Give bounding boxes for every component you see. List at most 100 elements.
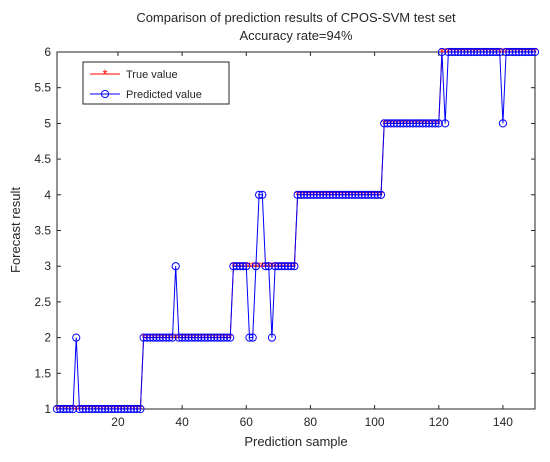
- predicted-value-point: [434, 119, 443, 128]
- predicted-value-point: [56, 404, 65, 414]
- x-axis-ticks: 20 40 60 80 100 120 140: [111, 52, 513, 429]
- legend-label-true-value: True value: [126, 69, 178, 81]
- predicted-value-point: [235, 262, 244, 271]
- predicted-value-point: [136, 404, 145, 414]
- legend-marker-predicted-value: [100, 89, 110, 99]
- predicted-value-point: [206, 333, 216, 342]
- predicted-value-point: [165, 333, 174, 342]
- predicted-value-point: [251, 262, 260, 271]
- predicted-value-point: [91, 404, 100, 414]
- predicted-value-point: [155, 333, 164, 342]
- predicted-value-point: [168, 333, 177, 342]
- predicted-value-point: [171, 262, 180, 271]
- predicted-value-point: [335, 190, 344, 199]
- predicted-value-point: [120, 404, 129, 414]
- predicted-value-point: [437, 47, 447, 57]
- y-tick-label: 1.5: [34, 366, 51, 380]
- predicted-value-point: [408, 119, 418, 128]
- y-tick-label: 6: [44, 45, 51, 59]
- predicted-value-point: [104, 404, 113, 414]
- legend-marker-true-value: *: [102, 67, 107, 82]
- predicted-value-point: [213, 333, 222, 342]
- predicted-value-point: [392, 119, 402, 128]
- predicted-value-point: [457, 47, 466, 57]
- predicted-value-point: [341, 190, 350, 199]
- predicted-value-point: [261, 262, 270, 271]
- predicted-value-point: [126, 404, 135, 414]
- predicted-value-point: [405, 119, 414, 128]
- predicted-value-point: [505, 47, 514, 57]
- predicted-value-point: [101, 404, 110, 414]
- predicted-value-point: [332, 190, 341, 199]
- predicted-value-point: [344, 190, 354, 199]
- predicted-value-point: [117, 404, 126, 414]
- y-tick-label: 2.5: [34, 295, 51, 309]
- y-tick-label: 4.5: [34, 152, 51, 166]
- predicted-value-point: [357, 190, 366, 199]
- predicted-value-point: [460, 47, 469, 57]
- y-tick-label: 5: [44, 116, 51, 130]
- predicted-value-point: [88, 404, 97, 414]
- predicted-value-point: [197, 333, 206, 342]
- predicted-value-point: [271, 262, 280, 271]
- predicted-value-point: [418, 119, 427, 128]
- y-tick-label: 3.5: [34, 224, 51, 238]
- y-axis-label: Forecast result: [8, 187, 23, 273]
- predicted-value-point: [399, 119, 408, 128]
- predicted-value-point: [376, 190, 386, 199]
- predicted-value-point: [178, 333, 187, 342]
- predicted-value-point: [97, 404, 107, 414]
- predicted-value-point: [524, 47, 533, 57]
- x-tick-label: 20: [111, 415, 125, 429]
- predicted-value-point: [514, 47, 524, 57]
- predicted-value-point: [219, 333, 228, 342]
- predicted-value-point: [129, 404, 139, 414]
- predicted-value-point: [511, 47, 520, 57]
- predicted-value-point: [149, 333, 158, 342]
- chart-title: Comparison of prediction results of CPOS…: [136, 10, 456, 25]
- true-value-point: *: [260, 260, 265, 274]
- predicted-value-point: [495, 47, 504, 57]
- predicted-value-point: [373, 190, 382, 199]
- predicted-value-point: [421, 119, 431, 128]
- predicted-value-point: [145, 333, 155, 342]
- predicted-value-point: [482, 47, 491, 57]
- predicted-value-point: [72, 333, 81, 342]
- predicted-value-point: [530, 47, 540, 57]
- predicted-value-point: [415, 119, 424, 128]
- predicted-value-point: [296, 190, 305, 199]
- predicted-value-point: [255, 190, 264, 199]
- predicted-value-point: [402, 119, 411, 128]
- predicted-value-point: [367, 190, 376, 199]
- predicted-value-point: [354, 190, 363, 199]
- x-tick-label: 40: [175, 415, 189, 429]
- predicted-value-point: [293, 190, 302, 199]
- predicted-value-point: [498, 119, 508, 128]
- predicted-value-point: [469, 47, 479, 57]
- predicted-value-point: [396, 119, 405, 128]
- predicted-value-point: [492, 47, 501, 57]
- predicted-value-point: [389, 119, 398, 128]
- predicted-value-point: [161, 333, 171, 342]
- true-value-point: *: [250, 260, 255, 274]
- predicted-value-point: [123, 404, 132, 414]
- predicted-value-point: [75, 404, 84, 414]
- predicted-value-point: [319, 190, 328, 199]
- predicted-value-point: [274, 262, 283, 271]
- predicted-value-point: [479, 47, 488, 57]
- predicted-value-point: [59, 404, 68, 414]
- predicted-value-point: [299, 190, 309, 199]
- predicted-value-point: [453, 47, 463, 57]
- predicted-value-point: [181, 333, 190, 342]
- predicted-value-point: [52, 404, 62, 414]
- predicted-value-point: [444, 47, 453, 57]
- predicted-value-point: [81, 404, 90, 414]
- predicted-value-point: [425, 119, 434, 128]
- predicted-value-point: [203, 333, 212, 342]
- legend-label-predicted-value: Predicted value: [126, 89, 202, 101]
- predicted-value-point: [277, 262, 286, 271]
- x-axis-label: Prediction sample: [244, 434, 347, 449]
- predicted-value-point: [258, 190, 267, 199]
- predicted-value-point: [216, 333, 225, 342]
- predicted-value-point: [264, 262, 273, 271]
